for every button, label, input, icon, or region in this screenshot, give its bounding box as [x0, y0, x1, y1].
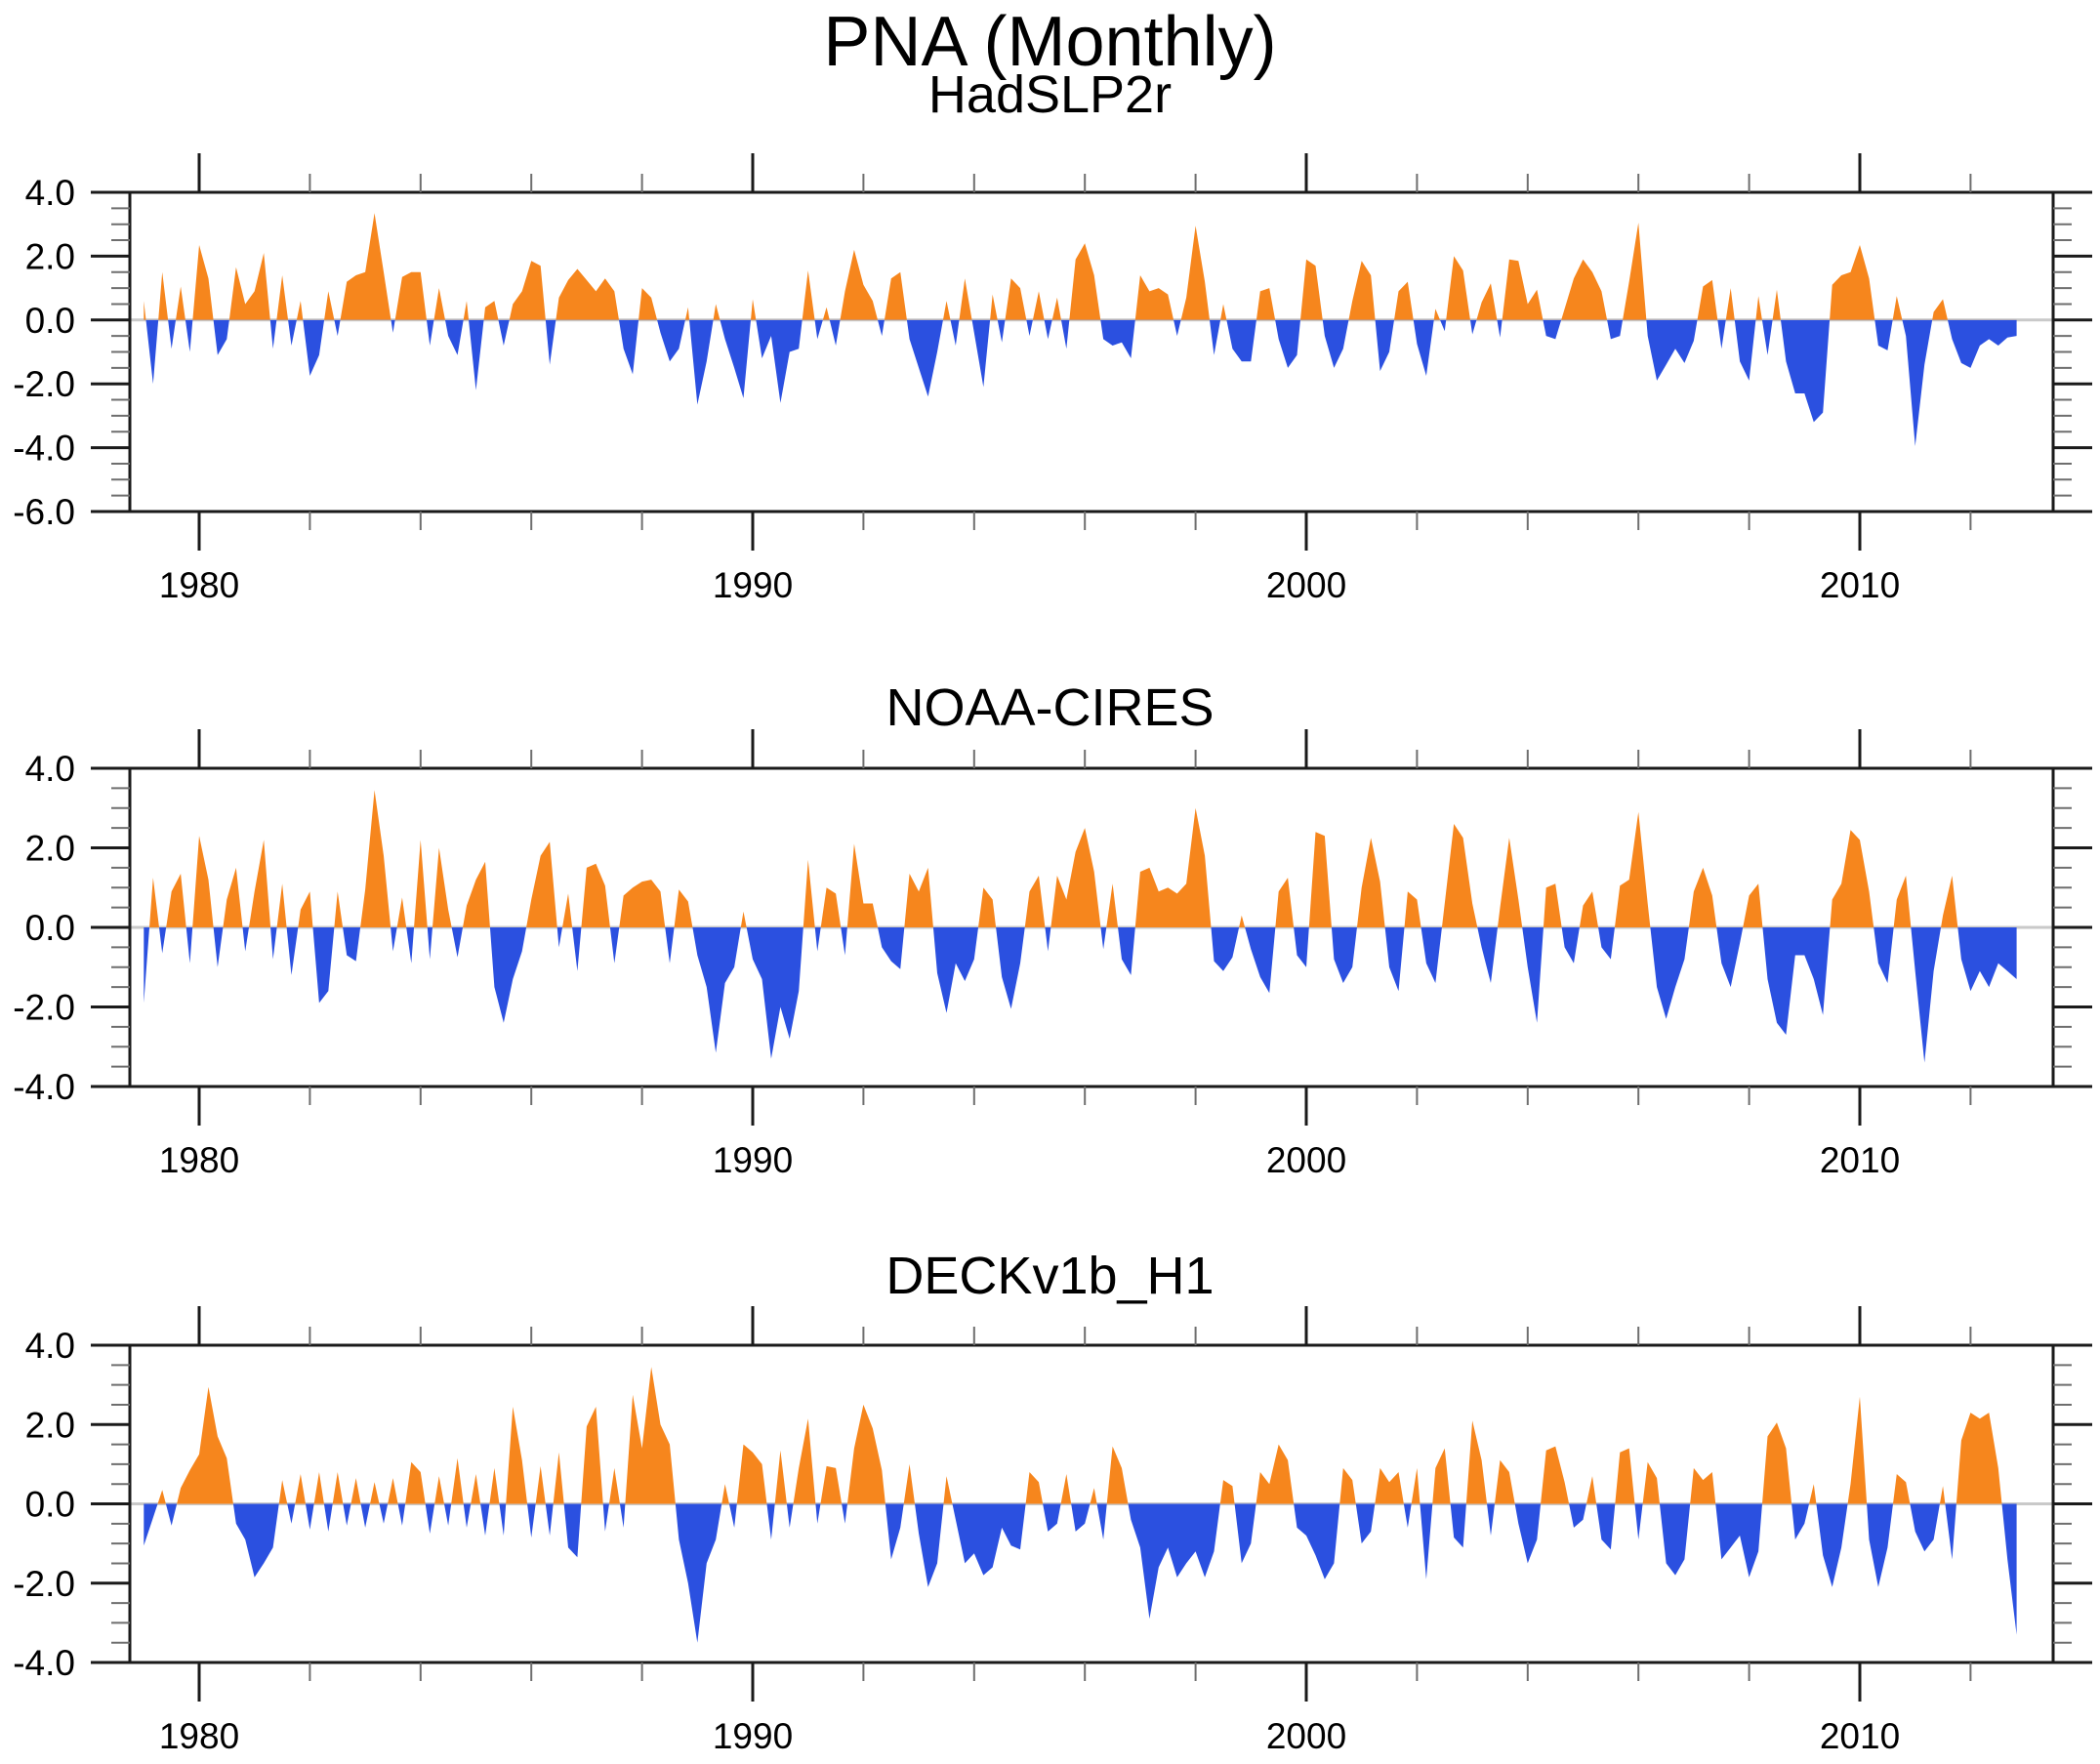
page-title: PNA (Monthly)	[823, 3, 1277, 81]
y-tick-label: 2.0	[25, 236, 75, 276]
series-area-positive	[144, 790, 2017, 927]
x-tick-label: 1980	[159, 1716, 239, 1756]
series-area-negative	[144, 927, 2017, 1063]
plot-frame	[128, 190, 2055, 513]
x-tick-label: 2000	[1266, 1716, 1346, 1756]
y-tick-label: 2.0	[25, 1405, 75, 1445]
x-tick-label: 2010	[1820, 565, 1900, 605]
panel-deckv1b-h1: 1980 1990 2000 2010 4.0 2.0 0.0 -2.0 -4.0	[13, 1306, 2092, 1756]
y-tick-label: -2.0	[13, 1564, 75, 1604]
series-area-negative	[144, 1503, 2017, 1643]
series-area-negative	[144, 319, 2017, 446]
panel-title-deckv1b-h1: DECKv1b_H1	[885, 1247, 1215, 1305]
y-tick-label: 2.0	[25, 829, 75, 869]
x-tick-label: 1990	[713, 565, 793, 605]
y-tick-label: 0.0	[25, 908, 75, 948]
series-area-positive	[144, 1367, 2017, 1504]
series-area-positive	[144, 213, 2017, 320]
panel-title-hadslp2r: HadSLP2r	[927, 65, 1173, 124]
x-tick-label: 2000	[1266, 565, 1346, 605]
y-tick-label: 4.0	[25, 749, 75, 789]
y-tick-label: 4.0	[25, 1326, 75, 1366]
panel-title-noaa-cires: NOAA-CIRES	[885, 678, 1215, 737]
x-tick-label: 1990	[713, 1716, 793, 1756]
x-tick-label: 2010	[1820, 1716, 1900, 1756]
y-tick-label: -4.0	[13, 429, 75, 469]
y-tick-label: -2.0	[13, 364, 75, 404]
y-tick-label: -4.0	[13, 1067, 75, 1107]
x-tick-label: 2000	[1266, 1140, 1346, 1180]
y-tick-label: -4.0	[13, 1643, 75, 1683]
y-tick-label: -6.0	[13, 492, 75, 532]
y-tick-label: 4.0	[25, 173, 75, 213]
y-tick-label: -2.0	[13, 988, 75, 1028]
y-tick-label: 0.0	[25, 1485, 75, 1525]
x-tick-label: 1980	[159, 1140, 239, 1180]
x-tick-label: 2010	[1820, 1140, 1900, 1180]
y-tick-label: 0.0	[25, 301, 75, 341]
panel-hadslp2r: 1980 1990 2000 2010 4.0 2.0 0.0 -2.0 -4.0 -6.0	[13, 153, 2092, 605]
x-tick-label: 1980	[159, 565, 239, 605]
x-tick-label: 1990	[713, 1140, 793, 1180]
panel-noaa-cires: 1980 1990 2000 2010 4.0 2.0 0.0 -2.0 -4.0	[13, 729, 2092, 1180]
